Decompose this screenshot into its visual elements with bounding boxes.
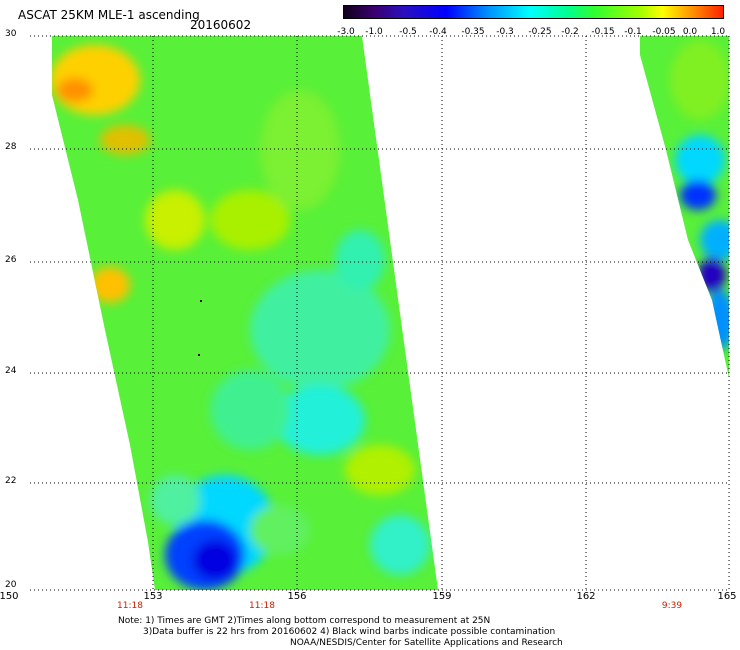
color-scale-tick: -0.5 <box>399 27 417 37</box>
time-label: 11:18 <box>117 601 143 611</box>
map-title: ASCAT 25KM MLE-1 ascending <box>18 8 200 22</box>
color-scale-tick: -0.4 <box>429 27 447 37</box>
color-scale-tick: -0.25 <box>528 27 552 37</box>
color-scale-tick: -3.0 <box>337 27 355 37</box>
lat-label: 22 <box>5 476 17 486</box>
lat-label: 30 <box>5 29 17 39</box>
lat-label: 28 <box>5 142 17 152</box>
lon-label: 162 <box>576 591 596 602</box>
color-scale-tick: -0.2 <box>561 27 579 37</box>
color-scale-tick: -0.35 <box>461 27 485 37</box>
color-scale-tick: -0.3 <box>496 27 514 37</box>
color-scale-bar <box>343 5 724 19</box>
satellite-swath-2 <box>640 36 729 378</box>
satellite-swath-1 <box>52 36 438 590</box>
color-scale-tick: 1.0 <box>710 27 726 37</box>
map-gridlines <box>30 35 730 591</box>
contamination-marker <box>200 300 202 302</box>
time-label: 9:39 <box>661 601 683 611</box>
time-label: 11:18 <box>249 601 275 611</box>
lon-label: 159 <box>432 591 452 602</box>
footnote-line-1: Note: 1) Times are GMT 2)Times along bot… <box>118 616 491 626</box>
lat-label: 20 <box>5 580 17 590</box>
lat-label: 26 <box>5 255 17 265</box>
credit-line: NOAA/NESDIS/Center for Satellite Applica… <box>290 638 563 648</box>
lon-label: 153 <box>143 591 163 602</box>
lat-label: 24 <box>5 366 17 376</box>
lon-label: 165 <box>717 591 737 602</box>
map-date: 20160602 <box>190 18 252 32</box>
color-scale-tick: -0.05 <box>652 27 676 37</box>
lon-label: 150 <box>0 591 19 602</box>
lon-label: 156 <box>287 591 307 602</box>
contamination-marker <box>198 354 200 356</box>
color-scale-tick: -0.1 <box>624 27 642 37</box>
color-scale-tick: -1.0 <box>365 27 383 37</box>
footnote-line-2: 3)Data buffer is 22 hrs from 20160602 4)… <box>143 627 556 637</box>
color-scale-tick: -0.15 <box>591 27 615 37</box>
color-scale-tick: 0.0 <box>682 27 698 37</box>
